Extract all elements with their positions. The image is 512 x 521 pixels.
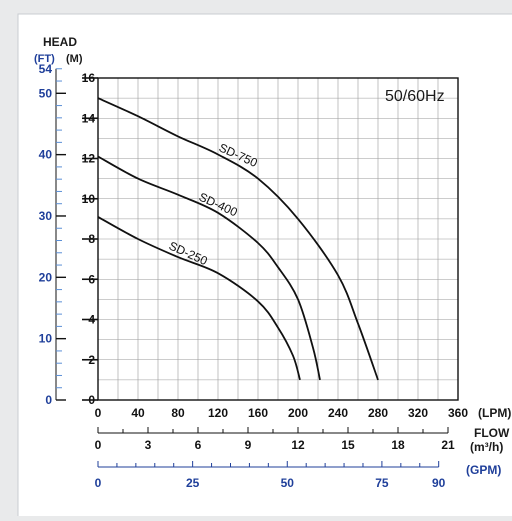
lpm-tick-label: 320 bbox=[408, 406, 428, 420]
m-tick-label: 6 bbox=[88, 272, 95, 286]
ft-tick-label: 0 bbox=[45, 393, 52, 407]
gpm-tick-label: 75 bbox=[375, 476, 389, 490]
lpm-tick-label: 160 bbox=[248, 406, 268, 420]
gpm-tick-label: 50 bbox=[281, 476, 295, 490]
gpm-tick-label: 0 bbox=[95, 476, 102, 490]
m-tick-label: 0 bbox=[88, 393, 95, 407]
lpm-unit-label: (LPM) bbox=[478, 406, 511, 420]
left-axis-ticks: 0 10 20 30 40 50 54 0 2 4 6 8 10 12 14 16 bbox=[39, 62, 98, 407]
bottom-axes: 0 40 80 120 160 200 240 280 320 360 0 3 6 9 12 15 18 21 0 2… bbox=[95, 406, 469, 490]
ft-tick-label: 10 bbox=[39, 332, 53, 346]
gpm-tick-label: 25 bbox=[186, 476, 200, 490]
lpm-tick-label: 280 bbox=[368, 406, 388, 420]
lpm-tick-label: 0 bbox=[95, 406, 102, 420]
m-tick-label: 2 bbox=[88, 353, 95, 367]
ft-tick-label: 30 bbox=[39, 209, 53, 223]
gpm-tick-label: 90 bbox=[432, 476, 446, 490]
gpm-unit-label: (GPM) bbox=[466, 463, 501, 477]
lpm-tick-label: 120 bbox=[208, 406, 228, 420]
lpm-tick-label: 80 bbox=[171, 406, 185, 420]
lpm-tick-label: 240 bbox=[328, 406, 348, 420]
m3h-tick-label: 12 bbox=[291, 438, 305, 452]
ft-tick-label: 50 bbox=[39, 86, 53, 100]
m-tick-label: 4 bbox=[88, 313, 95, 327]
m-unit-label: (M) bbox=[66, 53, 83, 65]
curve-sd-400 bbox=[97, 155, 321, 381]
m3h-tick-label: 9 bbox=[245, 438, 252, 452]
ft-tick-label: 40 bbox=[39, 148, 53, 162]
m-tick-label: 10 bbox=[82, 192, 96, 206]
m-tick-label: 16 bbox=[82, 71, 96, 85]
ft-unit-label: (FT) bbox=[34, 53, 55, 65]
m3h-tick-label: 15 bbox=[341, 438, 355, 452]
lpm-tick-label: 360 bbox=[448, 406, 468, 420]
lpm-tick-label: 40 bbox=[131, 406, 145, 420]
curve-sd-250 bbox=[97, 216, 301, 381]
m3h-unit-label: (m³/h) bbox=[470, 440, 503, 454]
flow-label: FLOW bbox=[474, 426, 510, 440]
m3h-tick-label: 6 bbox=[195, 438, 202, 452]
m3h-tick-label: 3 bbox=[145, 438, 152, 452]
m-tick-label: 8 bbox=[88, 232, 95, 246]
m-tick-label: 12 bbox=[82, 152, 96, 166]
m3h-tick-label: 0 bbox=[95, 438, 102, 452]
head-label: HEAD bbox=[43, 35, 77, 49]
m-tick-label: 14 bbox=[82, 111, 96, 125]
m3h-tick-label: 18 bbox=[391, 438, 405, 452]
frequency-label: 50/60Hz bbox=[385, 88, 445, 105]
m3h-tick-label: 21 bbox=[441, 438, 455, 452]
ft-tick-label: 20 bbox=[39, 270, 53, 284]
lpm-tick-label: 200 bbox=[288, 406, 308, 420]
ft-tick-label: 54 bbox=[39, 62, 53, 76]
curve-sd-750 bbox=[97, 97, 379, 381]
